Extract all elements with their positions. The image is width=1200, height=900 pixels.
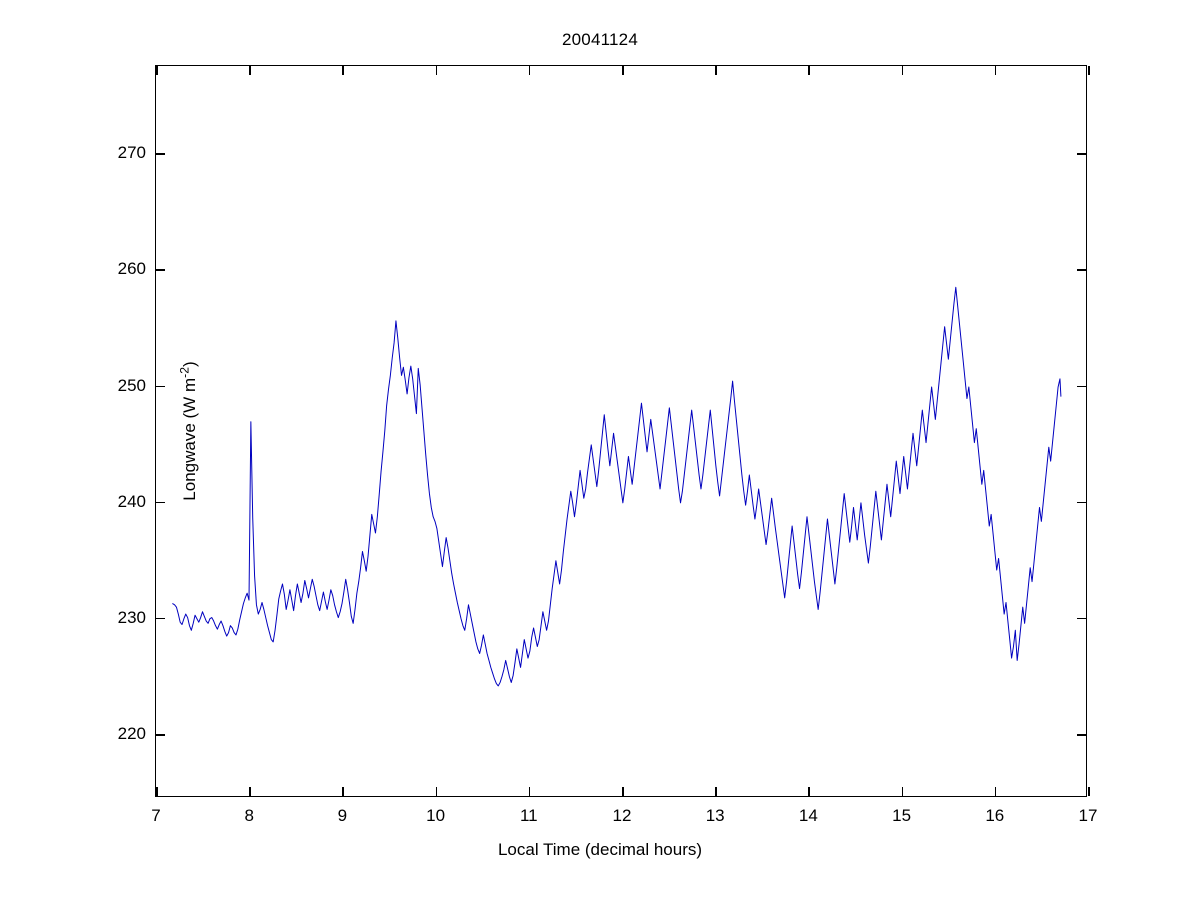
y-tick-mark — [156, 617, 165, 620]
x-tick-mark — [1088, 787, 1090, 796]
x-tick-mark — [994, 787, 997, 796]
x-tick-mark-top — [901, 66, 904, 75]
x-tick-mark — [249, 787, 251, 796]
y-tick-mark-right — [1077, 501, 1086, 504]
data-series-line — [156, 66, 1086, 796]
plot-area: 220 230 240 250 260 270 7 8 9 10 11 12 13 14 15 16 17 — [118, 65, 1097, 825]
x-tick-mark — [528, 787, 531, 796]
x-tick-label: 10 — [426, 806, 446, 825]
x-tick-mark — [715, 787, 717, 796]
x-tick-mark-top — [156, 66, 158, 75]
x-tick-label: 15 — [892, 806, 912, 825]
x-tick-mark — [342, 787, 344, 796]
x-tick-label: 12 — [612, 806, 632, 825]
y-tick-mark-right — [1077, 617, 1086, 620]
x-tick-label: 16 — [985, 806, 1005, 825]
x-axis-label: Local Time (decimal hours) — [497, 840, 703, 859]
y-tick-mark — [156, 153, 165, 155]
page-title: 20041124 — [562, 30, 638, 49]
x-tick-mark — [156, 787, 158, 796]
y-tick-label: 220 — [117, 724, 146, 744]
x-tick-label: 11 — [519, 806, 538, 825]
x-tick-mark-top — [342, 66, 344, 75]
y-tick-mark-right — [1077, 734, 1086, 736]
x-tick-label: 7 — [151, 806, 161, 825]
x-tick-mark — [435, 787, 438, 796]
x-tick-mark — [808, 787, 810, 796]
x-tick-label: 17 — [1078, 806, 1098, 825]
x-tick-mark-top — [528, 66, 531, 75]
y-tick-label: 250 — [117, 375, 146, 395]
y-tick-label: 270 — [117, 143, 146, 163]
x-tick-mark-top — [1088, 66, 1090, 75]
x-tick-mark-top — [249, 66, 251, 75]
x-tick-label: 14 — [798, 806, 818, 825]
y-tick-mark-right — [1077, 269, 1086, 271]
x-tick-mark-top — [808, 66, 810, 75]
x-tick-label: 8 — [244, 806, 254, 825]
y-tick-label: 240 — [117, 491, 146, 511]
x-tick-mark — [622, 787, 624, 796]
x-tick-mark-top — [994, 66, 997, 75]
y-tick-mark-right — [1077, 153, 1086, 155]
x-tick-mark-top — [715, 66, 717, 75]
y-tick-label: 260 — [117, 259, 146, 279]
x-tick-mark — [901, 787, 904, 796]
y-tick-mark — [156, 501, 165, 504]
y-tick-mark-right — [1077, 385, 1086, 388]
y-tick-mark — [156, 385, 165, 388]
x-tick-label: 9 — [337, 806, 348, 825]
y-tick-mark — [156, 734, 165, 736]
x-tick-label: 13 — [705, 806, 725, 825]
y-tick-label: 230 — [117, 607, 146, 627]
x-tick-mark-top — [435, 66, 438, 75]
y-tick-mark — [156, 269, 165, 271]
x-tick-mark-top — [622, 66, 624, 75]
